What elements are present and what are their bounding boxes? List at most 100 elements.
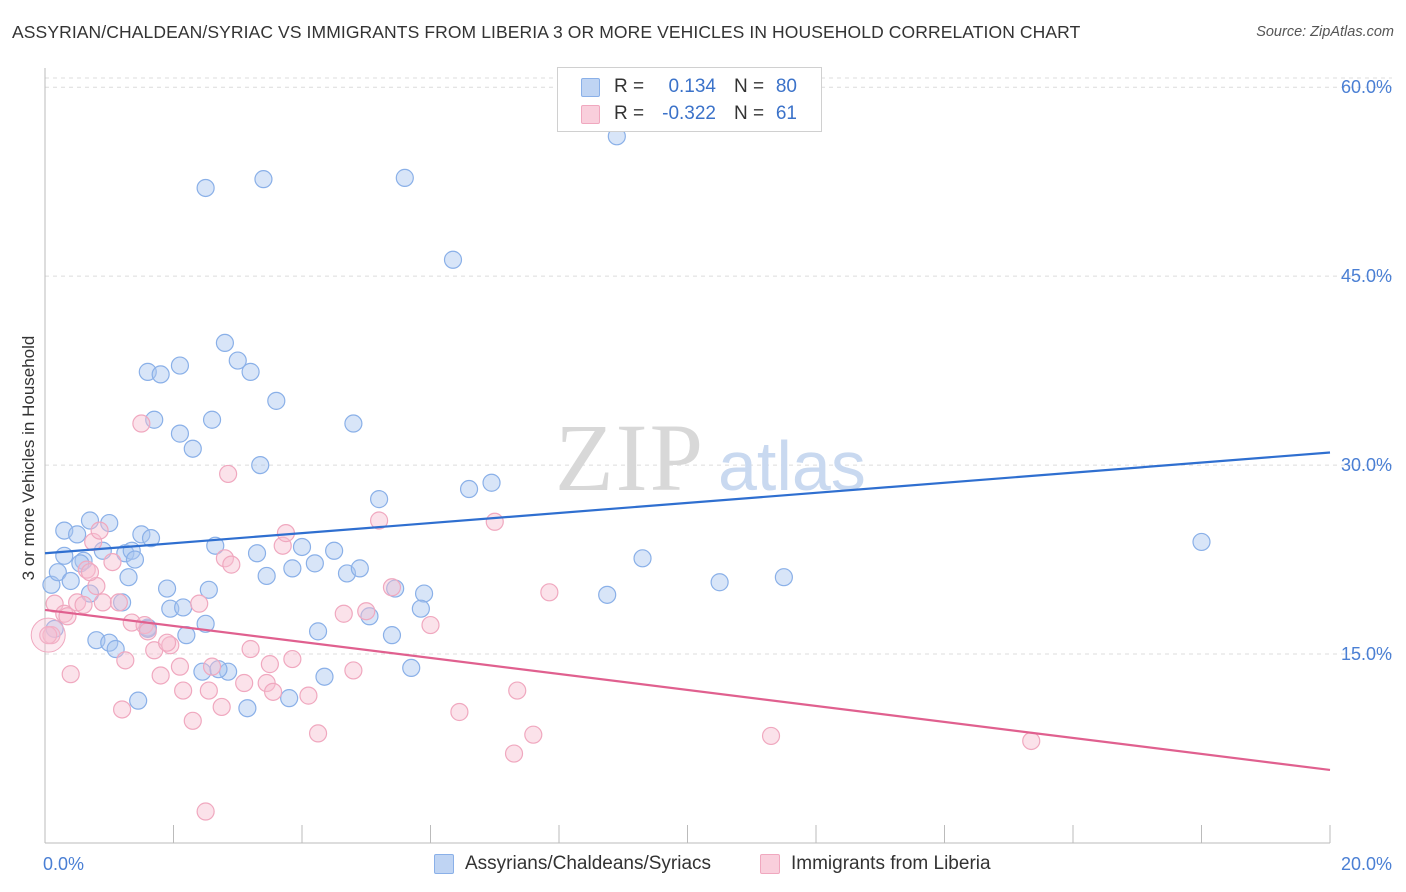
- point-liberia-16: [132, 414, 151, 433]
- point-assyrians-26: [157, 579, 177, 598]
- point-liberia-22: [170, 657, 190, 676]
- point-assyrians-40: [228, 351, 247, 370]
- point-liberia-52: [508, 681, 527, 700]
- point-liberia-45: [357, 602, 376, 621]
- point-assyrians-42: [238, 699, 257, 718]
- r-value: -0.322: [662, 103, 716, 124]
- point-assyrians-54: [344, 414, 363, 433]
- point-liberia-50: [485, 512, 504, 531]
- legend-label-assyrians: Assyrians/Chaldeans/Syriacs: [465, 853, 712, 874]
- point-assyrians-65: [459, 479, 479, 499]
- y-tick-label-2: 45.0%: [1341, 266, 1392, 286]
- point-assyrians-30: [174, 598, 193, 617]
- legend-label-liberia: Immigrants from Liberia: [791, 853, 991, 874]
- point-assyrians-18: [125, 550, 145, 569]
- point-liberia-41: [299, 686, 318, 705]
- point-liberia-42: [308, 724, 328, 743]
- stats-legend-row-blue: R = 0.134 N = 80: [558, 75, 821, 101]
- point-assyrians-77: [325, 541, 344, 560]
- y-tick-label-1: 30.0%: [1341, 455, 1392, 475]
- point-assyrians-2: [55, 546, 74, 565]
- point-assyrians-64: [443, 250, 463, 269]
- point-liberia-5: [74, 595, 93, 615]
- point-assyrians-41: [241, 362, 260, 381]
- point-liberia-18: [138, 622, 157, 641]
- watermark-atlas: atlas: [718, 427, 866, 505]
- point-assyrians-28: [170, 356, 190, 375]
- point-assyrians-50: [305, 554, 324, 573]
- point-assyrians-35: [199, 580, 218, 599]
- point-liberia-53: [524, 725, 543, 744]
- point-assyrians-34: [196, 614, 215, 633]
- point-assyrians-63: [411, 599, 430, 618]
- point-liberia-49: [450, 702, 469, 722]
- point-liberia-24: [183, 711, 202, 730]
- point-assyrians-62: [414, 584, 434, 603]
- point-assyrians-57: [370, 490, 389, 509]
- point-liberia-6: [77, 560, 96, 579]
- point-assyrians-69: [633, 549, 652, 568]
- point-assyrians-52: [315, 667, 334, 686]
- point-assyrians-8: [80, 584, 100, 603]
- point-liberia-23: [174, 681, 193, 700]
- point-assyrians-25: [151, 365, 170, 384]
- tick-labels-layer: 15.0% 30.0% 45.0% 60.0% 0.0% 20.0%: [43, 77, 1392, 874]
- point-assyrians-37: [206, 536, 225, 555]
- point-liberia-9: [90, 521, 109, 540]
- point-assyrians-19: [129, 691, 148, 710]
- point-liberia-21: [161, 636, 180, 655]
- chart-title: ASSYRIAN/CHALDEAN/SYRIAC VS IMMIGRANTS F…: [12, 22, 1081, 42]
- point-liberia-43: [334, 604, 353, 623]
- stats-legend-row-pink: R = -0.322 N = 61: [558, 102, 821, 128]
- point-assyrians-38: [215, 333, 234, 353]
- point-liberia-37: [263, 682, 283, 701]
- point-liberia-54: [540, 583, 559, 602]
- n-label: N =: [734, 103, 765, 124]
- point-liberia-25: [190, 594, 209, 613]
- n-value: 61: [775, 103, 797, 124]
- point-liberia-46: [370, 511, 389, 530]
- y-axis-title: 3 or more Vehicles in Household: [19, 336, 38, 581]
- point-liberia-28: [202, 657, 222, 676]
- point-liberia-59: [157, 633, 177, 652]
- point-liberia-27: [199, 681, 218, 700]
- point-liberia-56: [1022, 731, 1041, 751]
- swatch-blue: [581, 78, 600, 97]
- point-liberia-3: [61, 665, 80, 684]
- y-tick-label-3: 60.0%: [1341, 77, 1392, 97]
- watermark: ZIP atlas: [555, 404, 866, 511]
- point-liberia-51: [504, 744, 524, 763]
- point-liberia-20: [151, 666, 170, 685]
- point-liberia-cluster: [30, 617, 66, 653]
- point-assyrians-16: [119, 568, 138, 587]
- point-assyrians-10: [100, 513, 119, 533]
- axes-layer: [44, 68, 1331, 844]
- point-assyrians-70: [710, 573, 729, 592]
- point-liberia-26: [196, 802, 215, 821]
- point-liberia-44: [344, 661, 363, 680]
- point-liberia-57: [58, 607, 77, 626]
- point-assyrians-68: [598, 585, 617, 604]
- r-label: R =: [614, 103, 645, 124]
- point-assyrians-5: [68, 525, 87, 544]
- point-assyrians-49: [292, 537, 312, 557]
- point-assyrians-55: [350, 559, 369, 578]
- source-label: Source: ZipAtlas.com: [1256, 24, 1394, 40]
- point-liberia-60: [39, 626, 58, 645]
- point-assyrians-27: [161, 599, 180, 618]
- point-assyrians-45: [257, 566, 276, 586]
- x-tick-label-0: 0.0%: [43, 854, 84, 874]
- point-assyrians-22: [141, 529, 161, 548]
- point-assyrians-56: [360, 607, 379, 626]
- point-assyrians-29: [170, 424, 190, 443]
- point-liberia-33: [235, 673, 254, 693]
- point-assyrians-61: [402, 658, 421, 678]
- point-assyrians-46: [267, 391, 286, 410]
- point-assyrians-20: [132, 525, 151, 544]
- swatch-pink: [581, 105, 600, 124]
- point-assyrians-4: [61, 571, 80, 591]
- point-assyrians-58: [382, 626, 402, 645]
- stats-legend: R = 0.134 N = 80 R = -0.322 N = 61: [557, 67, 822, 132]
- point-liberia-13: [112, 700, 132, 719]
